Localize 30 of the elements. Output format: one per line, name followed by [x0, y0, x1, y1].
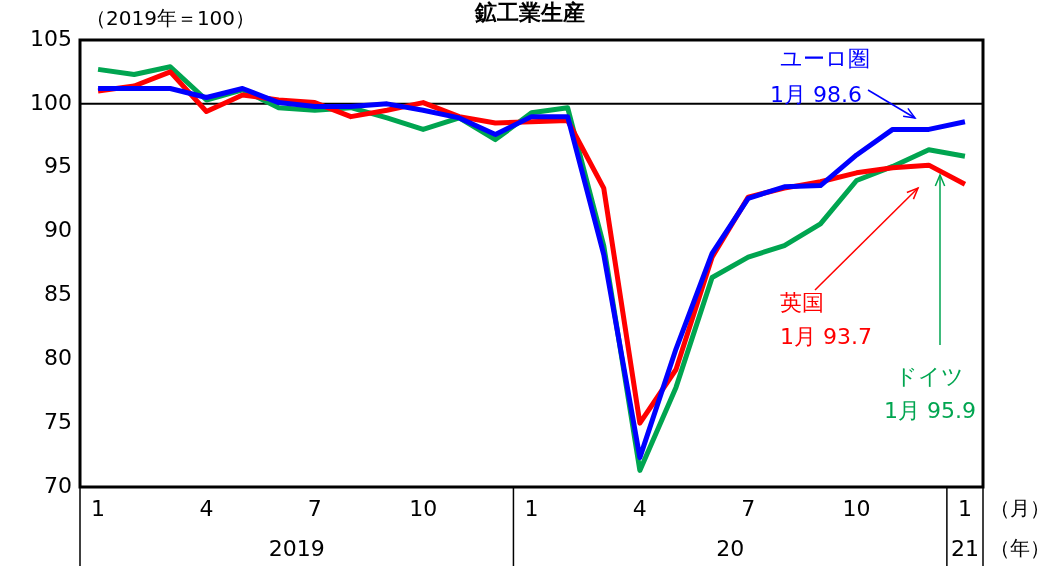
- y-axis-title: （2019年＝100）: [86, 6, 256, 31]
- text: 英国: [780, 289, 824, 315]
- x-axis-title: （月）: [990, 496, 1038, 521]
- x-tick-label: 1: [91, 495, 106, 521]
- annotation: 1月 98.6: [770, 81, 862, 107]
- text: 20: [716, 535, 745, 561]
- text: ユーロ圏: [780, 45, 870, 71]
- x-tick-label: 1: [957, 495, 972, 521]
- y-tick-label: 95: [44, 153, 72, 179]
- x-tick-label: 10: [409, 495, 438, 521]
- y-tick-label: 85: [44, 281, 72, 307]
- y-tick-label: 70: [44, 472, 72, 498]
- text: 21: [950, 535, 979, 561]
- annotation: 1月 95.9: [884, 397, 976, 423]
- text: 2019: [268, 535, 325, 561]
- x-tick-label: 4: [632, 495, 647, 521]
- text: （年）: [990, 536, 1038, 561]
- x-tick-label: 1: [524, 495, 539, 521]
- x-tick-label: 4: [199, 495, 214, 521]
- chart-title: 鉱工業生産: [474, 0, 585, 25]
- annotation: 1月 93.7: [780, 323, 872, 349]
- y-tick-label: 90: [44, 217, 72, 243]
- x-tick-label: 10: [842, 495, 871, 521]
- text: ドイツ: [895, 363, 964, 389]
- y-tick-label: 105: [30, 25, 72, 51]
- y-tick-label: 80: [44, 345, 72, 370]
- y-tick-label: 100: [30, 89, 72, 115]
- x-tick-label: 7: [741, 495, 756, 521]
- x-tick-label: 7: [307, 495, 322, 521]
- y-tick-label: 75: [44, 408, 72, 434]
